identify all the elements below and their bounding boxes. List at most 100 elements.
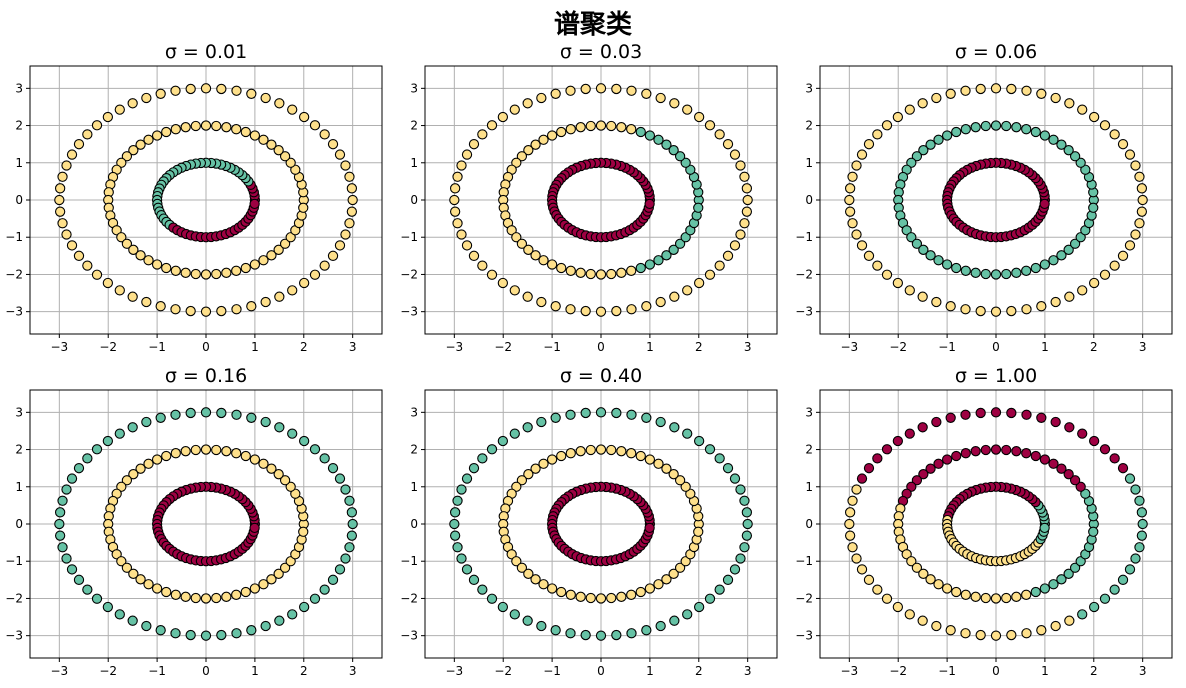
scatter-point (945, 625, 956, 636)
scatter-point (530, 463, 541, 474)
scatter-point (904, 609, 915, 620)
x-tick-label: −1 (148, 340, 166, 354)
scatter-point (1088, 526, 1099, 537)
scatter-point (575, 267, 586, 278)
scatter-point (668, 469, 679, 480)
scatter-point (1069, 475, 1081, 486)
y-tick-label: 2 (15, 119, 23, 133)
scatter-point (933, 458, 944, 469)
y-tick-label: 1 (805, 156, 813, 170)
scatter-point (904, 428, 915, 439)
scatter-point (516, 151, 528, 162)
scatter-point (565, 589, 576, 600)
scatter-point (91, 120, 103, 131)
scatter-point (635, 126, 646, 138)
scatter-point (309, 444, 321, 455)
scatter-point (509, 285, 520, 296)
scatter-point (546, 130, 558, 141)
scatter-point (669, 615, 680, 626)
scatter-point (851, 553, 862, 564)
scatter-point (925, 463, 936, 474)
scatter-point (1136, 183, 1148, 194)
scatter-point (216, 407, 227, 419)
scatter-point (735, 484, 746, 495)
scatter-point (606, 268, 617, 280)
scatter-point (644, 522, 655, 534)
scatter-point (509, 104, 520, 115)
scatter-point (246, 625, 257, 636)
x-tick-label: 3 (349, 340, 357, 354)
scatter-point (61, 229, 72, 240)
scatter-point (200, 630, 212, 641)
scatter-point (221, 267, 232, 278)
x-tick-label: −1 (543, 664, 561, 678)
scatter-point (102, 111, 114, 123)
scatter-point (1077, 104, 1088, 115)
scatter-point (580, 305, 591, 317)
scatter-point (200, 83, 212, 94)
scatter-point (661, 250, 672, 261)
scatter-point (185, 83, 196, 95)
x-tick-label: 0 (202, 664, 210, 678)
x-tick-label: −2 (889, 340, 907, 354)
scatter-point (127, 615, 138, 626)
scatter-point (925, 250, 936, 261)
scatter-point (73, 250, 85, 261)
scatter-point (693, 277, 705, 289)
scatter-point (170, 304, 181, 315)
scatter-point (1075, 157, 1086, 168)
y-tick-label: −1 (795, 554, 813, 568)
scatter-point (141, 620, 152, 632)
scatter-point (739, 171, 750, 182)
scatter-point (143, 458, 154, 469)
scatter-point (538, 255, 549, 266)
scatter-point (468, 139, 480, 150)
scatter-point (273, 469, 284, 480)
scatter-point (66, 240, 78, 251)
x-tick-label: −1 (543, 340, 561, 354)
scatter-point (452, 542, 463, 553)
scatter-point (273, 145, 284, 156)
y-tick-label: −3 (5, 629, 23, 643)
subplot-4: −3 −2 −1 0 1 2 3 −3 −2 −1 0 1 2 3 σ = 0.16 (5, 365, 383, 678)
scatter-point (260, 620, 271, 632)
scatter-point (580, 83, 591, 95)
scatter-point (240, 450, 251, 462)
scatter-point (847, 218, 858, 229)
scatter-point (653, 134, 664, 145)
scatter-point (1021, 124, 1032, 135)
scatter-point (616, 122, 627, 133)
x-tick-label: 3 (1139, 340, 1147, 354)
scatter-point (1001, 444, 1012, 456)
scatter-point (523, 568, 534, 579)
y-tick-label: 2 (805, 119, 813, 133)
scatter-point (260, 92, 271, 104)
scatter-point (951, 126, 962, 138)
scatter-point (456, 160, 467, 171)
scatter-point (61, 553, 72, 564)
scatter-point (682, 104, 693, 115)
scatter-point (260, 296, 271, 308)
scatter-point (669, 291, 680, 302)
y-tick-label: −2 (5, 591, 23, 605)
scatter-point (960, 409, 971, 420)
scatter-point (1064, 98, 1075, 109)
scatter-point (258, 579, 269, 590)
y-tick-label: 0 (410, 517, 418, 531)
scatter-point (704, 444, 716, 455)
x-tick-label: 0 (597, 340, 605, 354)
y-tick-label: 2 (410, 119, 418, 133)
scatter-point (960, 589, 971, 600)
scatter-point (340, 484, 351, 495)
scatter-point (626, 589, 637, 600)
scatter-point (128, 568, 139, 579)
scatter-point (644, 198, 655, 210)
scatter-point (550, 625, 561, 636)
scatter-point (635, 450, 646, 462)
scatter-point (1021, 589, 1032, 600)
scatter-point (941, 259, 953, 270)
scatter-point (135, 574, 146, 585)
scatter-point (346, 206, 358, 217)
scatter-point (611, 629, 622, 641)
scatter-point (641, 88, 652, 99)
